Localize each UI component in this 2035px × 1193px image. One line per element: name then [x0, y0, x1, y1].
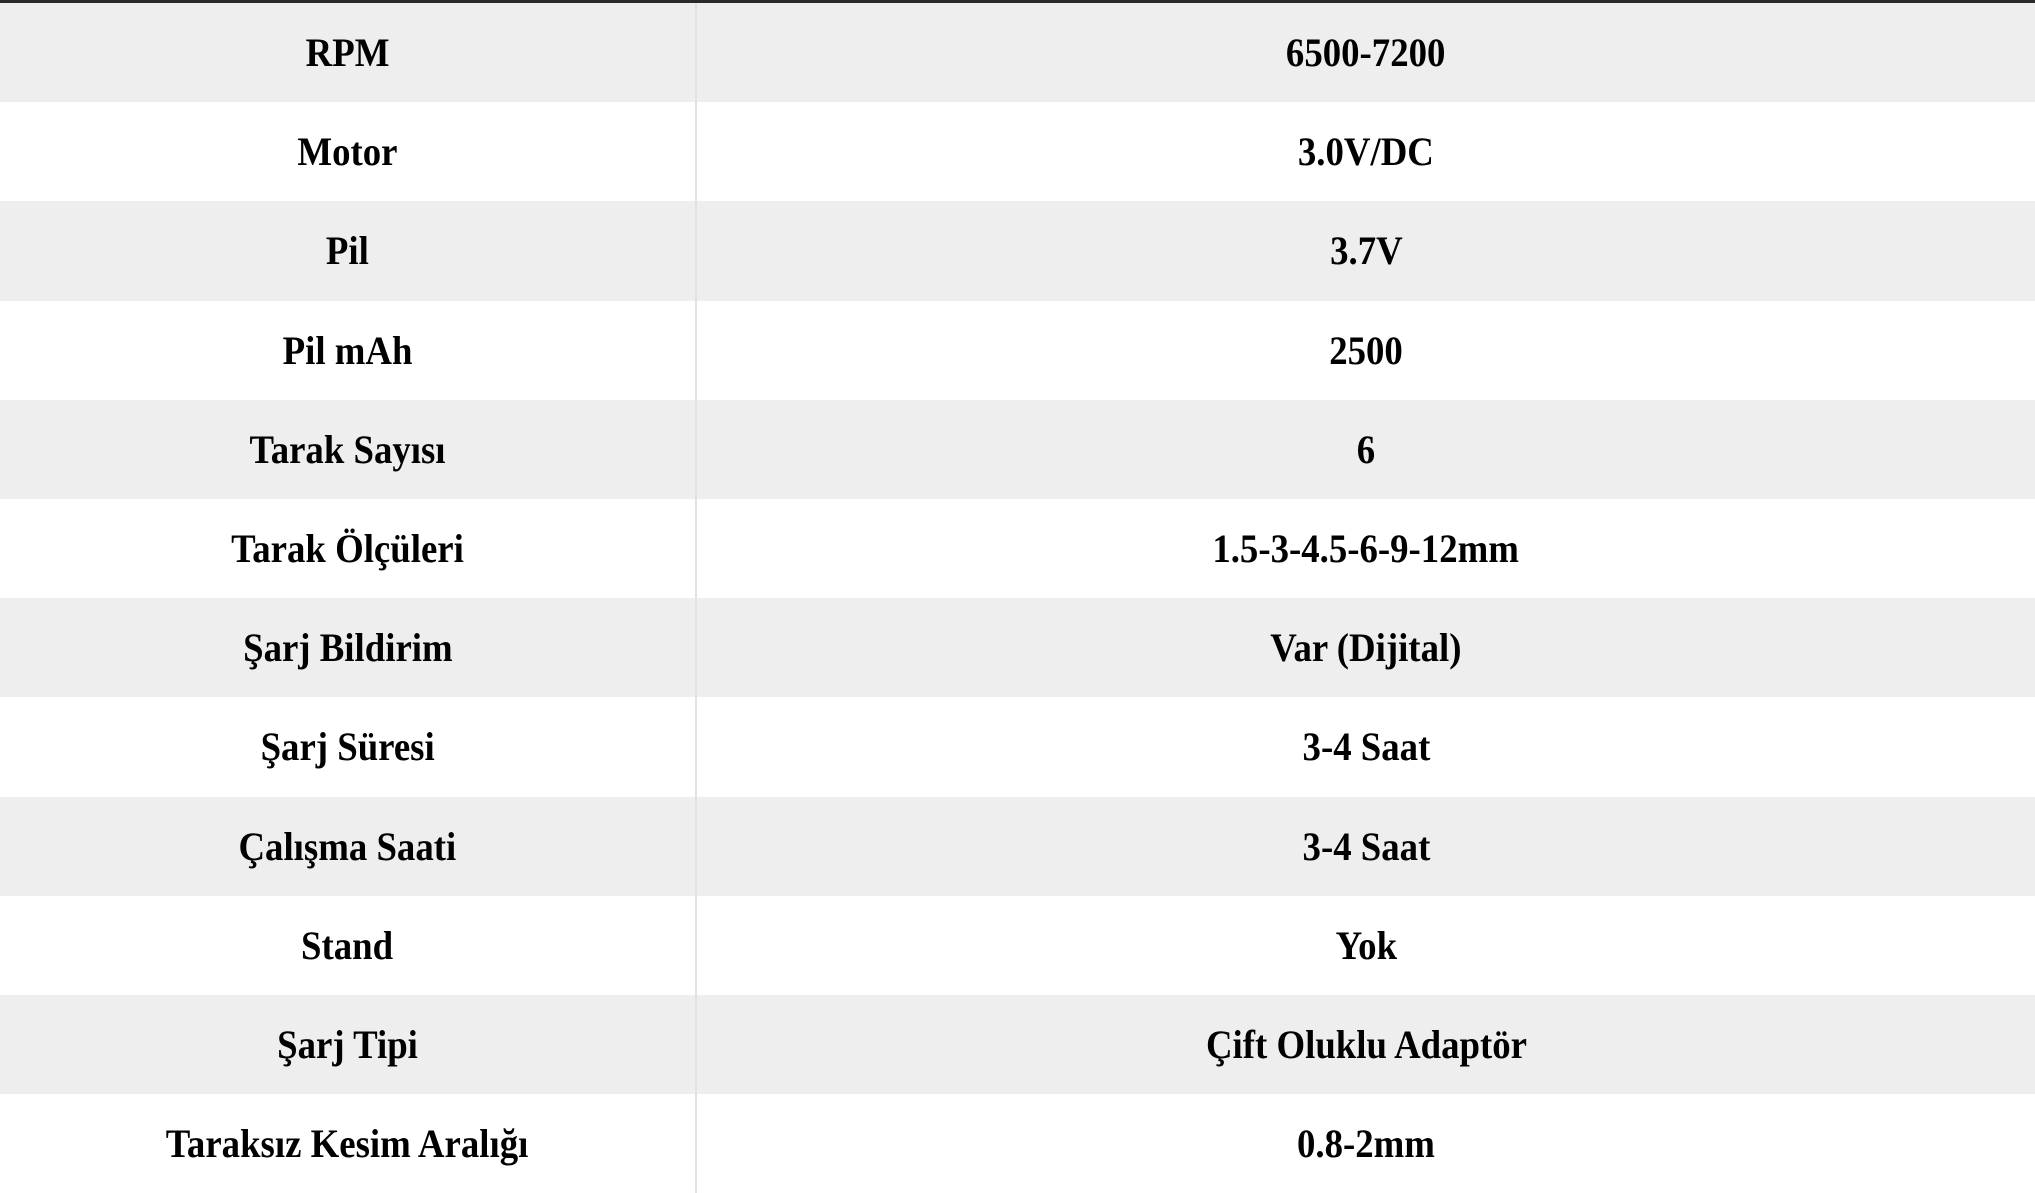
spec-value-cell: 3.0V/DC	[696, 102, 2035, 202]
table-row: Stand Yok	[0, 895, 2035, 995]
spec-value: Yok	[1335, 922, 1397, 968]
spec-label-cell: RPM	[0, 3, 697, 103]
spec-label-cell: Tarak Ölçüleri	[0, 498, 697, 599]
spec-label-cell: Stand	[0, 895, 697, 995]
spec-value-cell: 3-4 Saat	[696, 796, 2035, 896]
table-row: Şarj Süresi 3-4 Saat	[0, 697, 2035, 797]
table-row: Motor 3.0V/DC	[0, 102, 2035, 202]
spec-label-cell: Şarj Süresi	[0, 697, 697, 797]
table-row: Şarj Bildirim Var (Dijital)	[0, 598, 2035, 698]
spec-value: Var (Dijital)	[1270, 625, 1462, 671]
spec-value-cell: 0.8-2mm	[696, 1094, 2035, 1193]
spec-value-cell: Çift Oluklu Adaptör	[696, 994, 2035, 1095]
table-row: Tarak Sayısı 6	[0, 399, 2035, 499]
spec-value: 3-4 Saat	[1302, 823, 1430, 869]
spec-label-cell: Motor	[0, 102, 697, 202]
spec-label-cell: Şarj Bildirim	[0, 598, 697, 698]
spec-label: Tarak Ölçüleri	[231, 526, 464, 572]
spec-label-cell: Taraksız Kesim Aralığı	[0, 1094, 697, 1193]
spec-value: 6	[1356, 426, 1376, 472]
spec-value: 3.7V	[1329, 228, 1403, 274]
table-row: RPM 6500-7200	[0, 3, 2035, 103]
spec-label: Çalışma Saati	[238, 823, 457, 869]
spec-value-cell: 1.5-3-4.5-6-9-12mm	[696, 498, 2035, 599]
table-row: Şarj Tipi Çift Oluklu Adaptör	[0, 994, 2035, 1095]
spec-value: 3.0V/DC	[1298, 129, 1434, 175]
spec-label: Şarj Bildirim	[242, 625, 453, 671]
spec-label-cell: Pil	[0, 201, 697, 301]
spec-label: Stand	[301, 922, 394, 968]
spec-value-cell: Yok	[696, 895, 2035, 995]
spec-value: 2500	[1329, 327, 1403, 373]
spec-label: Pil mAh	[282, 327, 413, 373]
table-row: Pil 3.7V	[0, 201, 2035, 301]
spec-value-cell: 6500-7200	[696, 3, 2035, 103]
spec-value: 3-4 Saat	[1302, 724, 1430, 770]
spec-value: Çift Oluklu Adaptör	[1205, 1021, 1527, 1067]
spec-value-cell: 3.7V	[696, 201, 2035, 301]
spec-label: Şarj Tipi	[277, 1021, 418, 1067]
spec-label: Pil	[326, 228, 369, 274]
spec-label: Motor	[297, 129, 398, 175]
spec-value: 1.5-3-4.5-6-9-12mm	[1212, 526, 1520, 572]
spec-value-cell: 3-4 Saat	[696, 697, 2035, 797]
spec-table: RPM 6500-7200 Motor 3.0V/DC Pil 3.7V Pil mAh 25…	[0, 3, 2035, 1193]
spec-label-cell: Çalışma Saati	[0, 796, 697, 896]
spec-value-cell: Var (Dijital)	[696, 598, 2035, 698]
spec-label: Taraksız Kesim Aralığı	[166, 1121, 529, 1167]
spec-label-cell: Şarj Tipi	[0, 994, 697, 1095]
spec-label: Şarj Süresi	[260, 724, 435, 770]
spec-value: 0.8-2mm	[1297, 1121, 1435, 1167]
spec-label-cell: Tarak Sayısı	[0, 399, 697, 499]
top-border	[0, 0, 2035, 3]
spec-label: RPM	[305, 30, 390, 76]
spec-value: 6500-7200	[1286, 30, 1446, 76]
table-row: Taraksız Kesim Aralığı 0.8-2mm	[0, 1094, 2035, 1193]
table-row: Çalışma Saati 3-4 Saat	[0, 796, 2035, 896]
spec-value-cell: 6	[696, 399, 2035, 499]
spec-label: Tarak Sayısı	[249, 426, 446, 472]
table-row: Pil mAh 2500	[0, 300, 2035, 400]
table-row: Tarak Ölçüleri 1.5-3-4.5-6-9-12mm	[0, 498, 2035, 599]
spec-label-cell: Pil mAh	[0, 300, 697, 400]
spec-value-cell: 2500	[696, 300, 2035, 400]
